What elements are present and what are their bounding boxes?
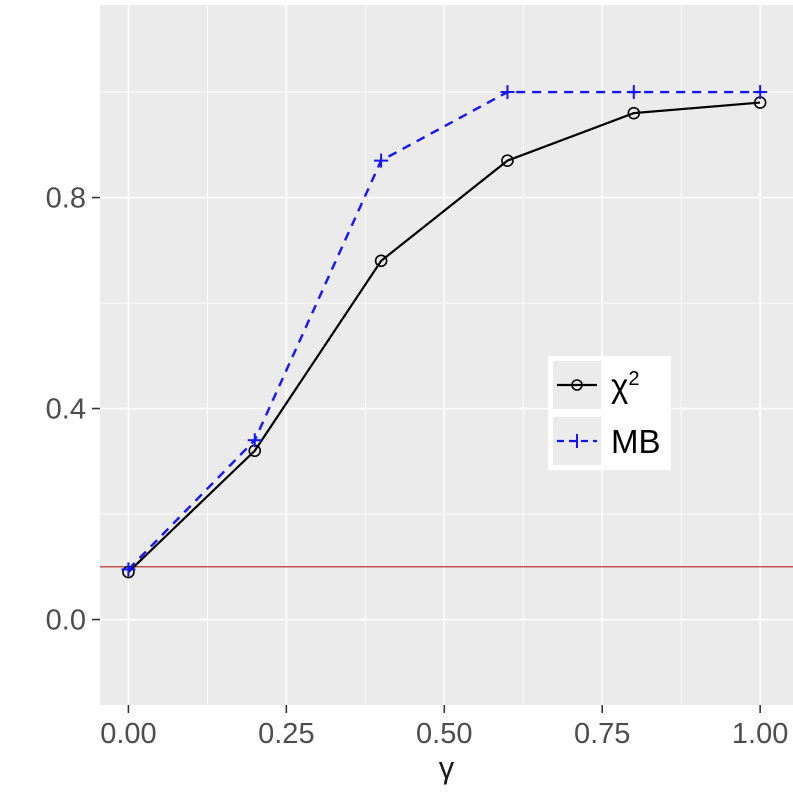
x-tick-label: 1.00 — [732, 718, 788, 750]
legend-sample-MB — [557, 434, 597, 448]
y-tick-label: 0.0 — [46, 605, 86, 637]
plot-panel — [100, 5, 793, 705]
legend: χ2 MB — [548, 356, 671, 470]
series-line-MB — [127, 90, 761, 571]
legend-key-mb — [553, 417, 601, 465]
x-tick-label: 0.50 — [416, 718, 472, 750]
x-tick-label: 0.25 — [258, 718, 314, 750]
x-tick-label: 0.75 — [574, 718, 630, 750]
legend-item-chi-squared: χ2 — [553, 361, 661, 409]
y-tick-label: 0.8 — [46, 183, 86, 215]
legend-key-chi-squared — [553, 361, 601, 409]
marker-circle-chi-squared — [501, 154, 514, 167]
legend-label-chi-squared: χ2 — [611, 366, 640, 404]
series-line-chi-squared — [127, 101, 761, 573]
x-axis-title: γ — [439, 750, 455, 785]
x-tick-label: 0.00 — [100, 718, 156, 750]
marker-circle-chi-squared — [374, 254, 388, 268]
marker-circle-chi-squared — [627, 106, 641, 120]
legend-label-mb: MB — [611, 422, 661, 460]
y-tick-label: 0.4 — [46, 394, 86, 426]
legend-item-mb: MB — [553, 417, 661, 465]
legend-sample-chi-squared — [557, 379, 597, 391]
